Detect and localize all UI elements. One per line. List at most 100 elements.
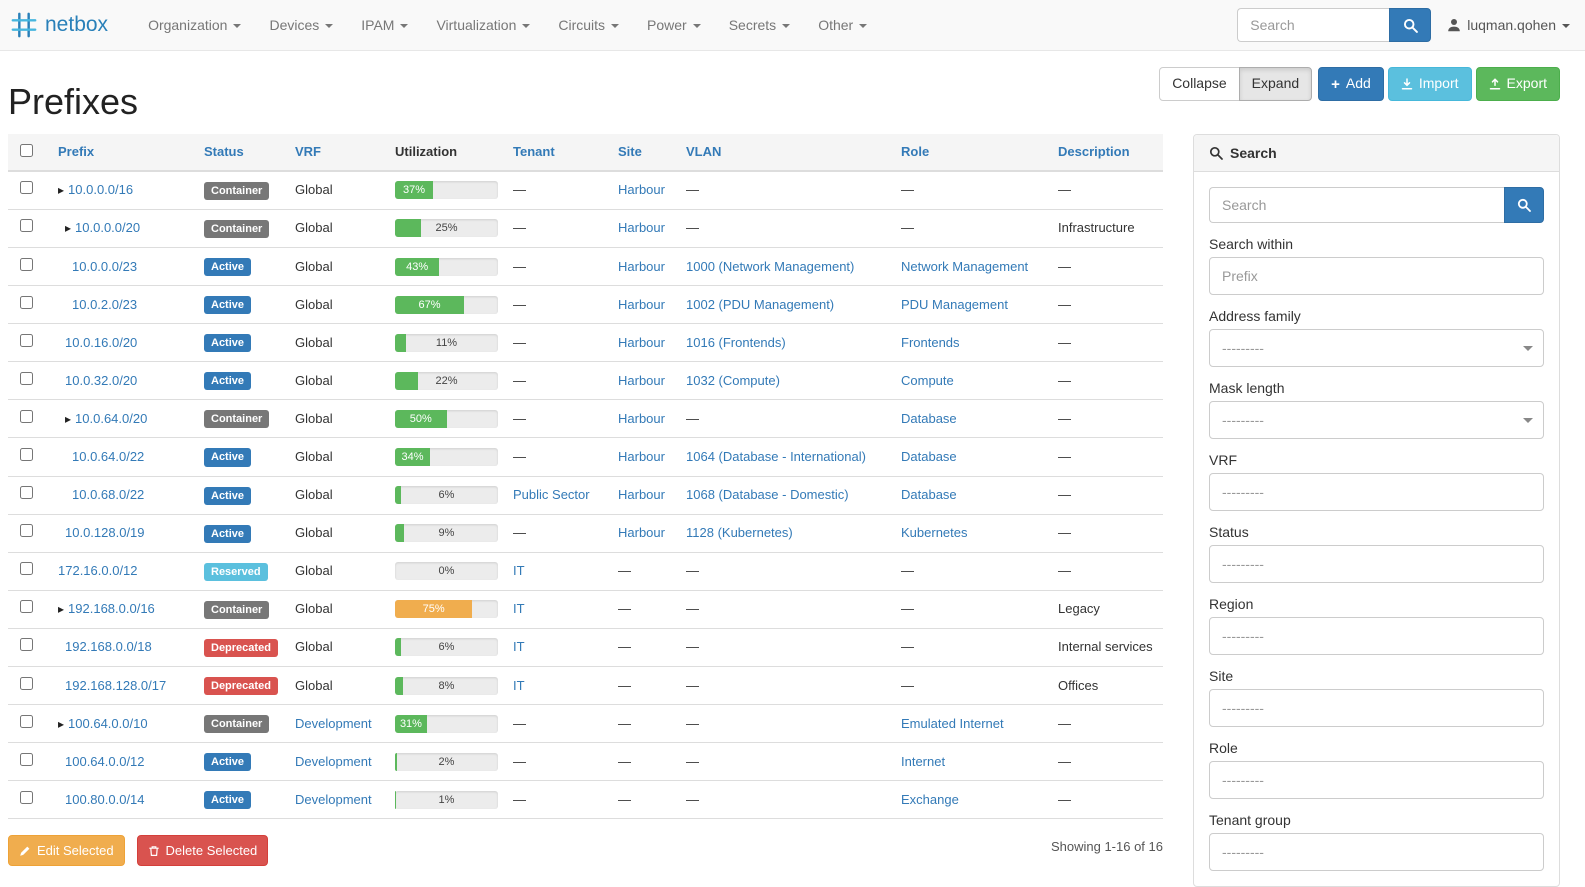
row-checkbox[interactable]	[20, 714, 33, 728]
prefix-link[interactable]: 10.0.2.0/23	[72, 296, 138, 312]
prefix-link[interactable]: 10.0.128.0/19	[65, 525, 145, 541]
row-checkbox[interactable]	[20, 409, 33, 423]
role-link[interactable]: Frontends	[901, 334, 960, 350]
role-link[interactable]: Emulated Internet	[901, 715, 1004, 731]
site-link[interactable]: Harbour	[618, 372, 665, 388]
prefix-link[interactable]: 100.80.0.0/14	[65, 791, 145, 807]
filter-status-input[interactable]	[1209, 544, 1544, 583]
vlan-link[interactable]: 1068 (Database - Domestic)	[686, 487, 849, 503]
vlan-link[interactable]: 1002 (PDU Management)	[686, 296, 835, 312]
vlan-link[interactable]: 1016 (Frontends)	[686, 334, 786, 350]
user-menu[interactable]: luqman.qohen	[1447, 17, 1570, 33]
add-button[interactable]: + Add	[1318, 67, 1384, 101]
tenant-link[interactable]: IT	[513, 563, 525, 579]
export-button[interactable]: Export	[1475, 67, 1560, 101]
brand[interactable]: netbox	[10, 11, 108, 39]
row-checkbox[interactable]	[20, 219, 33, 233]
site-link[interactable]: Harbour	[618, 296, 665, 312]
row-checkbox[interactable]	[20, 676, 33, 690]
nav-item-other[interactable]: Other	[804, 0, 881, 51]
row-checkbox[interactable]	[20, 524, 33, 538]
prefix-link[interactable]: 10.0.32.0/20	[65, 372, 138, 388]
row-checkbox[interactable]	[20, 371, 33, 385]
row-checkbox[interactable]	[20, 333, 33, 347]
nav-item-devices[interactable]: Devices	[255, 0, 347, 51]
vrf-link[interactable]: Development	[295, 715, 372, 731]
tenant-link[interactable]: IT	[513, 639, 525, 655]
site-link[interactable]: Harbour	[618, 182, 665, 198]
nav-item-organization[interactable]: Organization	[134, 0, 255, 51]
vlan-link[interactable]: 1128 (Kubernetes)	[686, 525, 793, 541]
prefix-link[interactable]: 10.0.68.0/22	[72, 487, 145, 503]
role-link[interactable]: Database	[901, 410, 957, 426]
vlan-link[interactable]: 1064 (Database - International)	[686, 449, 866, 464]
site-link[interactable]: Harbour	[618, 258, 665, 274]
row-checkbox[interactable]	[20, 257, 33, 271]
site-link[interactable]: Harbour	[618, 220, 665, 236]
global-search-input[interactable]	[1237, 8, 1390, 42]
prefix-link[interactable]: 10.0.0.0/23	[72, 258, 138, 274]
prefix-link[interactable]: 10.0.64.0/22	[72, 449, 145, 464]
vrf-link[interactable]: Development	[295, 791, 372, 807]
role-link[interactable]: Kubernetes	[901, 525, 968, 541]
row-checkbox[interactable]	[20, 295, 33, 309]
filter-site-input[interactable]	[1209, 688, 1544, 727]
prefix-link[interactable]: 100.64.0.0/10	[68, 715, 148, 731]
role-link[interactable]: Compute	[901, 372, 954, 388]
role-link[interactable]: PDU Management	[901, 296, 1008, 312]
tenant-link[interactable]: IT	[513, 677, 525, 693]
role-link[interactable]: Internet	[901, 753, 946, 769]
prefix-link[interactable]: 192.168.0.0/16	[68, 601, 155, 617]
delete-selected-button[interactable]: Delete Selected	[136, 835, 269, 867]
import-button[interactable]: Import	[1387, 67, 1472, 101]
global-search-button[interactable]	[1389, 8, 1432, 42]
filter-address-family-input[interactable]	[1209, 328, 1544, 367]
site-link[interactable]: Harbour	[618, 334, 665, 350]
role-link[interactable]: Database	[901, 449, 957, 464]
site-link[interactable]: Harbour	[618, 487, 665, 503]
site-link[interactable]: Harbour	[618, 410, 665, 426]
row-checkbox[interactable]	[20, 752, 33, 766]
role-link[interactable]: Network Management	[901, 258, 1029, 274]
filter-search-input[interactable]	[1209, 186, 1504, 223]
role-link[interactable]: Exchange	[901, 791, 959, 807]
collapse-button[interactable]: Collapse	[1159, 67, 1240, 101]
vrf-link[interactable]: Development	[295, 753, 372, 769]
role-link[interactable]: Database	[901, 487, 957, 503]
expand-button[interactable]: Expand	[1238, 67, 1313, 101]
nav-item-secrets[interactable]: Secrets	[715, 0, 804, 51]
filter-role-input[interactable]	[1209, 760, 1544, 799]
vlan-link[interactable]: 1000 (Network Management)	[686, 258, 855, 274]
row-checkbox[interactable]	[20, 600, 33, 614]
tenant-link[interactable]: IT	[513, 601, 525, 617]
prefix-link[interactable]: 192.168.0.0/18	[65, 639, 152, 655]
prefix-link[interactable]: 172.16.0.0/12	[58, 563, 138, 579]
site-link[interactable]: Harbour	[618, 525, 665, 541]
row-checkbox[interactable]	[20, 486, 33, 500]
prefix-link[interactable]: 192.168.128.0/17	[65, 677, 167, 693]
nav-item-circuits[interactable]: Circuits	[544, 0, 633, 51]
prefix-link[interactable]: 10.0.16.0/20	[65, 334, 138, 350]
row-checkbox[interactable]	[20, 181, 33, 195]
filter-vrf-input[interactable]	[1209, 472, 1544, 511]
nav-item-power[interactable]: Power	[633, 0, 715, 51]
nav-item-ipam[interactable]: IPAM	[347, 0, 422, 51]
select-all-checkbox[interactable]	[20, 143, 33, 157]
site-link[interactable]: Harbour	[618, 449, 665, 464]
filter-search-button[interactable]	[1504, 186, 1544, 223]
filter-tenant-group-input[interactable]	[1209, 832, 1544, 871]
nav-item-virtualization[interactable]: Virtualization	[422, 0, 544, 51]
edit-selected-button[interactable]: Edit Selected	[8, 835, 125, 867]
prefix-link[interactable]: 10.0.64.0/20	[75, 410, 148, 426]
filter-region-input[interactable]	[1209, 616, 1544, 655]
row-checkbox[interactable]	[20, 448, 33, 461]
prefix-link[interactable]: 10.0.0.0/16	[68, 182, 134, 198]
vlan-link[interactable]: 1032 (Compute)	[686, 372, 780, 388]
row-checkbox[interactable]	[20, 562, 33, 576]
tenant-link[interactable]: Public Sector	[513, 487, 590, 503]
prefix-link[interactable]: 10.0.0.0/20	[75, 220, 141, 236]
row-checkbox[interactable]	[20, 638, 33, 652]
prefix-link[interactable]: 100.64.0.0/12	[65, 753, 145, 769]
filter-mask-length-input[interactable]	[1209, 400, 1544, 439]
filter-search-within-input[interactable]	[1209, 256, 1544, 295]
